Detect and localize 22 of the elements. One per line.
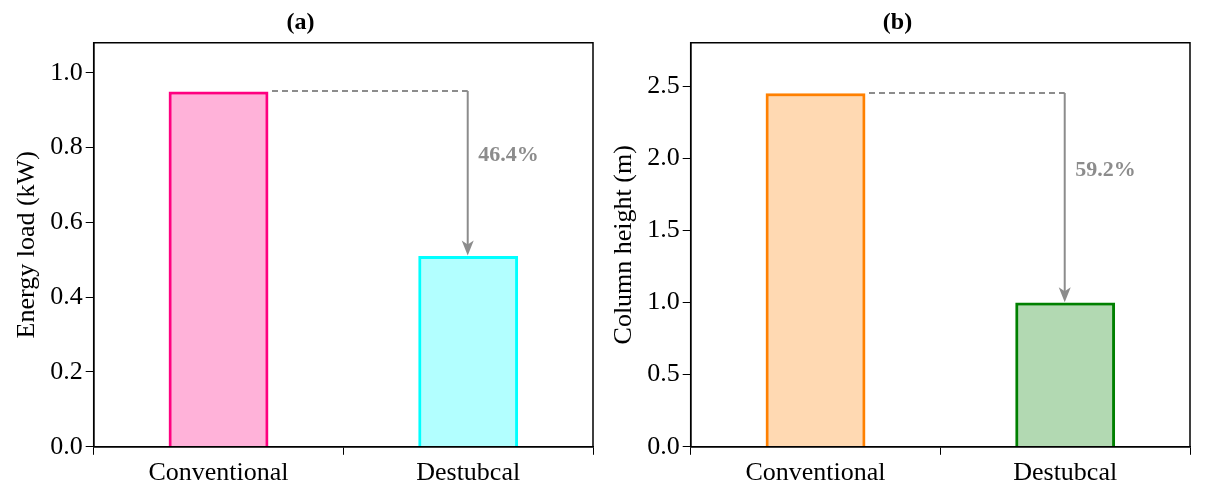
- x-tick-label: Destubcal: [1013, 457, 1118, 487]
- y-tick-label: 1.5: [647, 214, 680, 244]
- y-tick-label: 0.6: [50, 206, 83, 236]
- y-tick-label: 1.0: [647, 286, 680, 316]
- annotation: 59.2%: [1075, 156, 1136, 183]
- x-tick-label: Conventional: [148, 457, 289, 487]
- y-tick-label: 0.2: [50, 355, 83, 385]
- x-tick-label: Destubcal: [416, 457, 521, 487]
- chart-title: (b): [882, 7, 913, 34]
- y-tick-label: 0.0: [50, 430, 83, 460]
- annotation: 46.4%: [478, 140, 539, 167]
- y-tick-label: 0.5: [647, 358, 680, 388]
- y-tick-label: 0.0: [647, 430, 680, 460]
- y-axis-title: Energy load (kW): [11, 151, 41, 339]
- y-tick-label: 0.4: [50, 281, 83, 310]
- y-axis-title: Column height (m): [608, 145, 638, 345]
- y-tick-label: 2.5: [647, 69, 680, 99]
- y-tick-label: 2.0: [647, 142, 680, 172]
- x-tick-label: Conventional: [745, 457, 886, 487]
- chart-title: (a): [286, 7, 315, 34]
- y-tick-label: 1.0: [50, 56, 83, 86]
- y-tick-label: 0.8: [50, 131, 83, 161]
